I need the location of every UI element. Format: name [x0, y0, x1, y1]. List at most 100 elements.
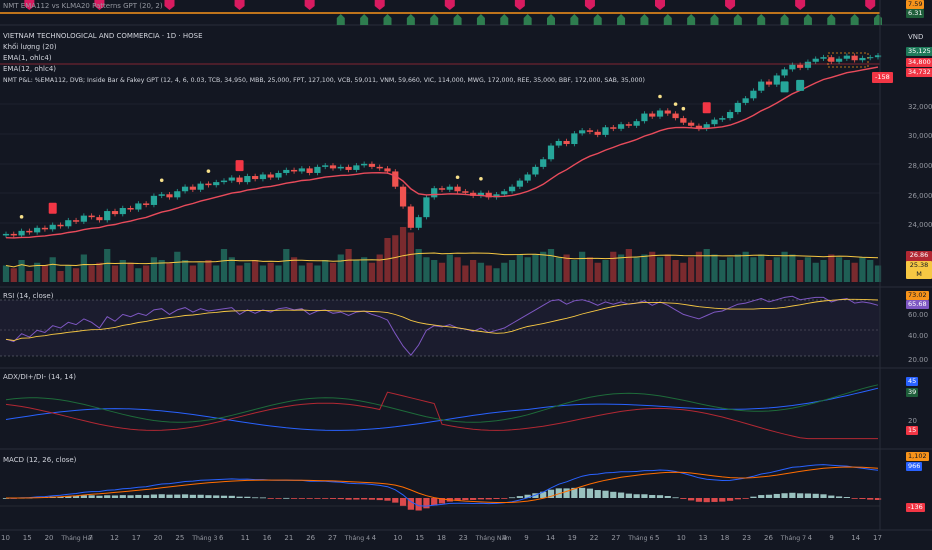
time-tick: Tháng 4: [344, 535, 371, 542]
volume-bar: [594, 262, 601, 282]
bullish-strip-marker: [733, 14, 742, 25]
macd-hist-bar: [438, 498, 446, 504]
ema-slow-tag: 34,732: [906, 68, 932, 77]
macd-hist-bar: [384, 498, 391, 501]
di-minus-value: 15: [906, 426, 919, 435]
macd-hist-bar: [828, 495, 835, 498]
bullish-strip-marker: [453, 14, 462, 25]
volume-bar: [734, 254, 741, 282]
volume-bar: [688, 257, 695, 282]
adx-pane[interactable]: [5, 384, 879, 440]
volume-bar: [361, 257, 368, 282]
candle-body: [127, 208, 134, 210]
macd-hist-bar: [703, 498, 710, 503]
candle-body: [695, 125, 703, 129]
volume-bar: [750, 257, 757, 282]
candle-body: [789, 64, 796, 70]
volume-bar: [641, 254, 648, 282]
time-tick: 4: [502, 534, 507, 542]
candle-body: [867, 57, 874, 59]
legend-ema-1[interactable]: EMA(1, ohlc4): [3, 54, 52, 62]
time-tick: 4: [371, 534, 377, 542]
bearish-strip-marker: [655, 0, 665, 10]
candle-body: [34, 227, 41, 233]
macd-hist-bar: [150, 494, 158, 498]
macd-hist-bar: [392, 498, 399, 503]
candle-body: [220, 180, 228, 183]
price-pane[interactable]: [0, 52, 882, 285]
macd-hist-bar: [851, 498, 858, 499]
volume-bar: [244, 262, 251, 282]
bearish-strip-marker: [584, 0, 595, 10]
macd-hist-bar: [213, 495, 220, 498]
legend-nmt-pnl[interactable]: NMT P&L: %EMA112, DVB; Inside Bar & Fake…: [3, 77, 645, 84]
candle-body: [843, 55, 850, 59]
time-axis[interactable]: 10 15 20 Tháng Hai 7 12 17 20 25 Tháng 3 6 11 16 21 26…: [0, 533, 882, 547]
candle-body: [213, 182, 220, 186]
volume-bar: [454, 257, 461, 282]
candle-body: [711, 119, 718, 125]
symbol-title[interactable]: VIETNAM TECHNOLOGICAL AND COMMERCIA · 1D…: [3, 32, 203, 40]
di-plus-value: 39: [906, 388, 919, 397]
macd-hist-bar: [329, 498, 337, 499]
di-plus-line: [5, 384, 879, 423]
last-price-tag: 35,125: [906, 47, 932, 56]
bullish-strip-marker: [593, 14, 602, 25]
time-tick: Tháng 7: [780, 535, 807, 542]
macd-hist-bar: [874, 498, 882, 500]
volume-bar: [602, 260, 609, 282]
macd-hist-bar: [758, 495, 765, 498]
macd-hist-bar: [485, 498, 492, 500]
pattern-dot: [658, 94, 662, 99]
candle-body: [454, 186, 461, 192]
volume-bar: [127, 262, 134, 282]
volume-bar: [719, 260, 726, 282]
bullish-strip-marker: [570, 14, 579, 25]
ema-line: [5, 66, 879, 239]
candle-body: [423, 197, 430, 218]
volume-ma-line: [5, 252, 879, 268]
volume-bar: [532, 254, 539, 282]
bullish-strip-marker: [757, 14, 766, 25]
rsi-value-2: 65.68: [906, 300, 929, 309]
volume-bar: [524, 257, 531, 282]
macd-hist-bar: [205, 495, 212, 498]
macd-hist-bar: [143, 495, 150, 498]
macd-label[interactable]: MACD (12, 26, close): [3, 456, 77, 464]
candle-body: [470, 192, 477, 196]
time-tick: 22: [589, 534, 599, 542]
volume-bars: [2, 227, 882, 282]
candle-body: [625, 124, 632, 126]
candle-body: [65, 220, 72, 227]
legend-volume[interactable]: Khối lượng (20): [3, 43, 57, 51]
signal-marker: [796, 79, 805, 91]
macd-pane[interactable]: [0, 464, 882, 511]
volume-bar: [220, 249, 228, 282]
candle-body: [376, 166, 383, 169]
volume-bar: [859, 257, 866, 282]
volume-bar: [166, 262, 173, 282]
volume-bar: [283, 249, 290, 282]
candle-body: [672, 113, 679, 119]
volume-bar: [446, 254, 453, 282]
macd-hist-bar: [119, 495, 126, 498]
volume-bar: [143, 265, 150, 282]
macd-hist-bar: [290, 498, 298, 499]
volume-bar: [423, 257, 430, 282]
volume-bar: [119, 260, 126, 282]
rsi-pane[interactable]: [0, 295, 880, 357]
rsi-label[interactable]: RSI (14, close): [3, 292, 54, 300]
adx-label[interactable]: ADX/DI+/DI- (14, 14): [3, 373, 76, 381]
volume-bar: [407, 232, 414, 282]
candle-body: [656, 110, 664, 117]
macd-hist-bar: [96, 495, 103, 498]
volume-bar: [431, 260, 438, 282]
candles: [2, 52, 882, 238]
candle-body: [641, 113, 648, 122]
legend-ema-12[interactable]: EMA(12, ohlc4): [3, 65, 57, 73]
macd-hist-bar: [516, 496, 523, 498]
candle-body: [150, 195, 158, 205]
macd-hist-bar: [586, 488, 594, 498]
macd-hist-bar: [524, 494, 531, 498]
